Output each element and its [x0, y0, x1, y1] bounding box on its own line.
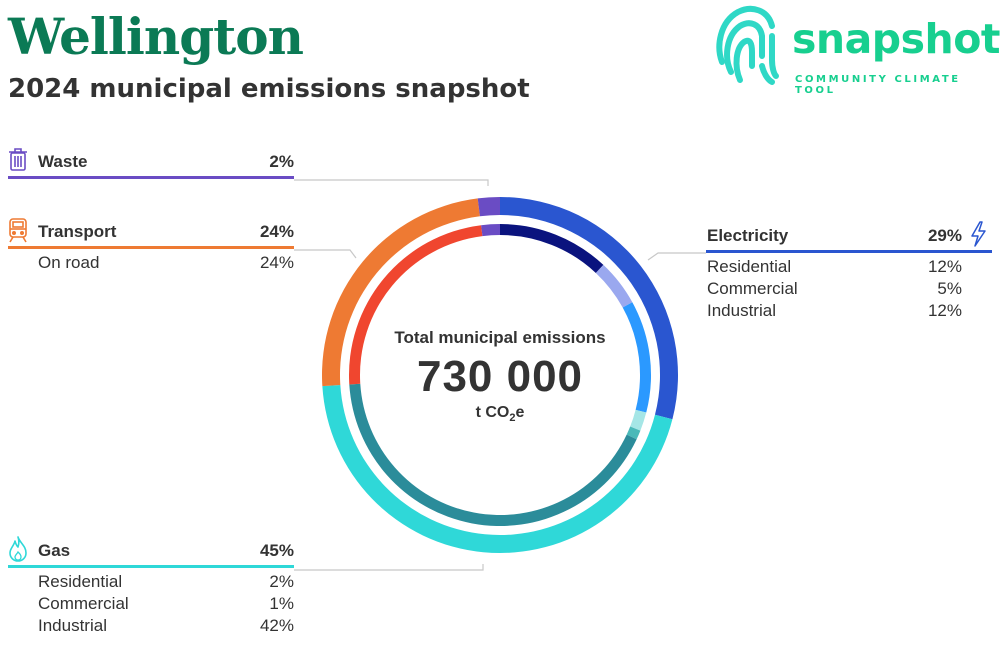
total-emissions-label: Total municipal emissions [394, 328, 606, 347]
sub-sector-row: Industrial 42% [8, 612, 294, 635]
donut-subslice-gas-commercial [626, 426, 641, 440]
sector-transport-pct: 24% [259, 222, 294, 241]
sector-gas: Gas 45% Residential 2% Commercial 1% Ind… [8, 536, 294, 635]
donut-subslice-gas-residential [630, 409, 647, 431]
train-icon [9, 218, 27, 243]
sector-gas-pct: 45% [259, 541, 294, 560]
page-subtitle: 2024 municipal emissions snapshot [8, 74, 530, 104]
sector-waste-pct: 2% [269, 152, 294, 171]
fingerprint-icon [716, 5, 779, 85]
trash-icon [9, 148, 27, 171]
sector-waste: Waste 2% [8, 148, 294, 179]
donut-subslice-waste-waste [481, 224, 500, 237]
donut-slice-gas [322, 385, 673, 554]
donut-subslice-electricity-industrial [622, 302, 651, 413]
sub-sector-pct: 42% [259, 616, 294, 635]
sub-sector-name: Residential [38, 572, 123, 591]
sub-sector-row: On road 24% [8, 249, 294, 272]
sub-sector-row: Residential 12% [706, 253, 992, 276]
logo-tagline: COMMUNITY CLIMATE TOOL [795, 74, 961, 96]
sub-sector-row: Industrial 12% [706, 297, 992, 320]
donut-slice-electricity [500, 197, 678, 420]
sector-gas-subs: Residential 2% Commercial 1% Industrial … [8, 568, 294, 635]
sector-gas-name: Gas [38, 541, 71, 560]
total-emissions-value: 730 000 [416, 352, 584, 401]
sector-electricity-header: Electricity 29% [706, 221, 992, 253]
sub-sector-pct: 5% [937, 279, 962, 298]
sector-gas-header: Gas 45% [8, 536, 294, 568]
sector-waste-header: Waste 2% [8, 148, 294, 179]
sub-sector-pct: 12% [927, 257, 962, 276]
sector-electricity-subs: Residential 12% Commercial 5% Industrial… [706, 253, 992, 320]
sub-sector-name: Industrial [707, 301, 776, 320]
sub-sector-name: Commercial [707, 279, 798, 298]
sub-sector-pct: 24% [259, 253, 294, 272]
sector-electricity-name: Electricity [707, 226, 789, 245]
sector-transport-header: Transport 24% [8, 218, 294, 249]
sub-sector-row: Residential 2% [8, 568, 294, 591]
donut-slice-waste [477, 197, 500, 217]
sector-waste-name: Waste [38, 152, 88, 171]
sub-sector-name: Commercial [38, 594, 129, 613]
page-title: Wellington [8, 7, 304, 66]
sector-electricity-pct: 29% [927, 226, 962, 245]
sector-transport-name: Transport [38, 222, 117, 241]
sub-sector-row: Commercial 1% [8, 590, 294, 613]
sub-sector-name: On road [38, 253, 100, 272]
sub-sector-pct: 2% [269, 572, 294, 591]
unit-subscript: 2 [509, 412, 516, 425]
donut-subslice-electricity-residential [500, 224, 604, 273]
sub-sector-pct: 1% [269, 594, 294, 613]
donut-subslice-electricity-commercial [595, 264, 633, 308]
emissions-donut-chart [322, 197, 678, 554]
donut-subslice-transport-on-road [349, 225, 483, 385]
sector-transport-subs: On road 24% [8, 249, 294, 272]
flame-icon [9, 536, 27, 562]
sub-sector-row: Commercial 5% [706, 275, 992, 298]
lightning-icon [971, 221, 986, 247]
donut-slice-transport [322, 198, 480, 387]
total-emissions-unit: t CO2e [420, 404, 580, 424]
unit-prefix: t CO [475, 404, 510, 421]
sub-sector-name: Industrial [38, 616, 107, 635]
unit-suffix: e [515, 404, 525, 421]
sector-electricity: Electricity 29% Residential 12% Commerci… [706, 221, 992, 320]
logo-brand-text: snapshot [792, 15, 1000, 63]
sector-transport: Transport 24% On road 24% [8, 218, 294, 272]
sub-sector-name: Residential [707, 257, 792, 276]
sub-sector-pct: 12% [927, 301, 962, 320]
snapshot-logo: snapshot COMMUNITY CLIMATE TOOL [712, 0, 1000, 96]
